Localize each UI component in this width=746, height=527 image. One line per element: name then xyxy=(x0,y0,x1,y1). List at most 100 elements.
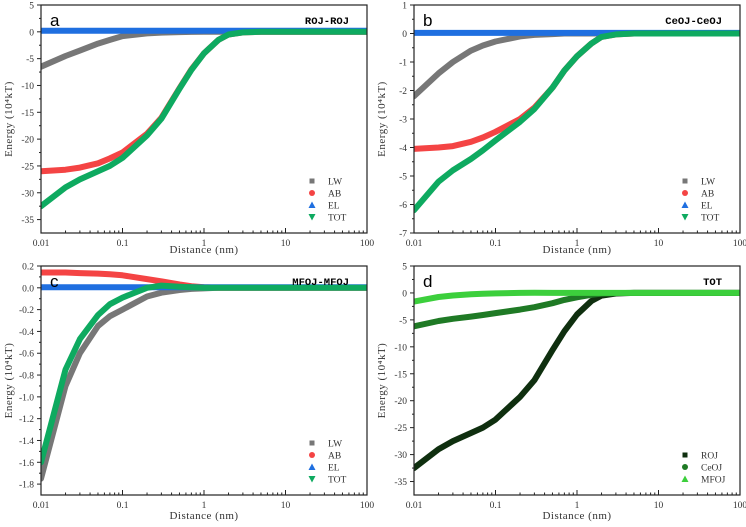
y-tick-label: 0 xyxy=(29,28,34,38)
legend-label: EL xyxy=(328,464,340,474)
series-group xyxy=(41,269,367,482)
panel-title: MFOJ-MFOJ xyxy=(292,277,349,289)
legend-label: MFOJ xyxy=(701,476,726,486)
x-tick-label: 1 xyxy=(202,239,207,249)
y-axis-label: Energy (10⁴kT) xyxy=(376,343,388,419)
panel-letter: c xyxy=(50,272,59,291)
panel-title: ROJ-ROJ xyxy=(305,16,349,28)
legend-marker-triangle-down xyxy=(681,214,689,221)
legend-marker-triangle-up xyxy=(308,463,316,470)
y-tick-label: -0.4 xyxy=(19,328,34,338)
x-tick-label: 0.01 xyxy=(406,239,423,249)
panel-c: 0.2 0.0 -0.2 -0.4 -0.6 -0.8 -1.0 -1.2 -1.4 -1.6 -1… xyxy=(3,263,374,523)
legend: LW AB EL TOT xyxy=(308,178,346,224)
x-tick-label: 0.01 xyxy=(406,501,423,511)
y-tick-label: 0.0 xyxy=(22,284,34,294)
legend: LW AB EL TOT xyxy=(681,178,719,224)
series-line-ceoj xyxy=(414,289,740,330)
series-group xyxy=(41,27,367,210)
legend-marker-circle xyxy=(682,464,688,470)
y-tick-label: -15 xyxy=(21,109,34,119)
legend-marker-triangle-down xyxy=(308,214,316,221)
legend-label: AB xyxy=(328,452,341,462)
legend-label: AB xyxy=(328,190,341,200)
y-tick-label: -15 xyxy=(394,370,407,380)
x-tick-label: 10 xyxy=(654,239,664,249)
y-tick-label: 0.2 xyxy=(22,263,34,273)
y-tick-label: -1.4 xyxy=(19,437,34,447)
x-axis-label: Distance (nm) xyxy=(169,244,238,256)
y-tick-label: -25 xyxy=(394,424,407,434)
panel-title: CeOJ-CeOJ xyxy=(665,16,722,28)
legend-marker-square xyxy=(682,452,688,458)
legend-marker-square xyxy=(309,178,315,184)
series-line-tot xyxy=(414,30,740,214)
plot-frame xyxy=(413,4,741,234)
legend-label: LW xyxy=(328,440,342,450)
y-tick-label: -30 xyxy=(394,451,407,461)
series-line-lw xyxy=(414,30,740,100)
y-tick-label: -1.2 xyxy=(19,415,34,425)
panel-d: 5 0 -5 -10 -15 -20 -25 -30 -35 0.01 0.1 1 10 100 Dista… xyxy=(376,263,746,523)
y-tick-label: -6 xyxy=(399,201,407,211)
legend-marker-square xyxy=(309,440,315,446)
legend: ROJ CeOJ MFOJ xyxy=(681,452,726,486)
y-tick-label: -3 xyxy=(399,116,407,126)
legend-label: TOT xyxy=(701,214,719,224)
y-tick-label: -35 xyxy=(394,478,407,488)
x-tick-label: 0.1 xyxy=(490,501,502,511)
y-tick-label: 1 xyxy=(402,2,407,12)
x-tick-label: 100 xyxy=(733,501,746,511)
series-line-mfoj xyxy=(414,289,740,305)
y-tick-label: -1 xyxy=(399,59,407,69)
y-tick-label: -4 xyxy=(399,144,407,154)
x-tick-label: 100 xyxy=(360,239,375,249)
y-tick-label: -5 xyxy=(399,316,407,326)
y-tick-label: -20 xyxy=(394,397,407,407)
x-tick-label: 1 xyxy=(575,239,580,249)
y-tick-label: -10 xyxy=(394,343,407,353)
y-tick-label: -25 xyxy=(21,162,34,172)
plot-frame xyxy=(40,4,368,234)
y-tick-label: -0.2 xyxy=(19,306,34,316)
legend-label: ROJ xyxy=(701,452,718,462)
plot-frame xyxy=(40,265,368,496)
legend-marker-triangle-down xyxy=(308,476,316,483)
y-tick-label: -0.8 xyxy=(19,372,34,382)
y-tick-label: -35 xyxy=(21,216,34,226)
panel-letter: d xyxy=(423,272,432,291)
legend-marker-circle xyxy=(682,190,688,196)
y-axis-label: Energy (10⁴kT) xyxy=(3,81,15,157)
x-axis-label: Distance (nm) xyxy=(542,244,611,256)
legend-marker-triangle-up xyxy=(681,475,689,482)
series-line-tot xyxy=(41,282,367,466)
y-tick-label: -1.8 xyxy=(19,481,34,491)
legend-label: AB xyxy=(701,190,714,200)
y-tick-label: 5 xyxy=(29,2,34,12)
series-line-tot xyxy=(41,28,367,210)
x-tick-label: 0.1 xyxy=(490,239,502,249)
y-tick-label: -5 xyxy=(26,55,34,65)
x-tick-label: 1 xyxy=(575,501,580,511)
x-tick-label: 1 xyxy=(202,501,207,511)
y-tick-label: 0 xyxy=(402,30,407,40)
y-tick-label: -0.6 xyxy=(19,350,34,360)
y-tick-label: -10 xyxy=(21,82,34,92)
x-tick-label: 10 xyxy=(281,239,291,249)
y-tick-label: -1.0 xyxy=(19,393,34,403)
series-group xyxy=(414,29,740,214)
legend: LW AB EL TOT xyxy=(308,440,346,486)
legend-label: LW xyxy=(701,178,715,188)
x-tick-label: 0.01 xyxy=(33,501,50,511)
x-tick-label: 0.1 xyxy=(117,239,129,249)
legend-marker-circle xyxy=(309,452,315,458)
x-tick-label: 0.01 xyxy=(33,239,50,249)
legend-label: EL xyxy=(328,202,340,212)
y-axis-label: Energy (10⁴kT) xyxy=(3,343,15,419)
x-axis-label: Distance (nm) xyxy=(542,510,611,522)
y-tick-label: 0 xyxy=(402,289,407,299)
legend-label: CeOJ xyxy=(701,464,722,474)
series-line-ab xyxy=(414,30,740,152)
legend-label: TOT xyxy=(328,476,346,486)
